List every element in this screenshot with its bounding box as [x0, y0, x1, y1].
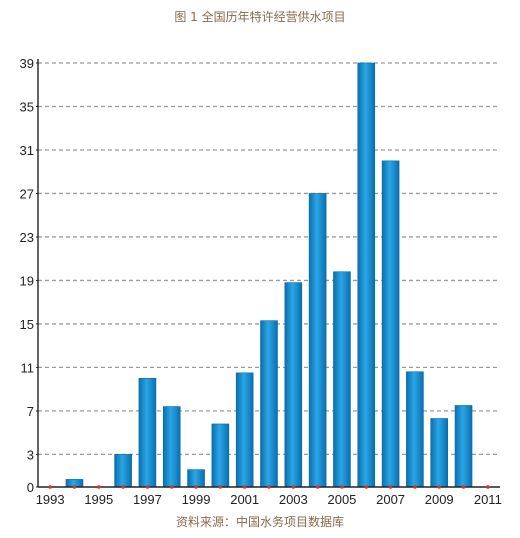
x-marker-2001 [242, 485, 247, 489]
y-tick-label: 31 [20, 143, 34, 158]
x-tick-label: 1995 [84, 492, 113, 507]
y-tick-label: 15 [20, 317, 34, 332]
y-tick-label: 39 [20, 56, 34, 71]
source-note: 资料来源：中国水务项目数据库 [175, 515, 344, 529]
x-tick-label: 1999 [182, 492, 211, 507]
x-tick-label: 2005 [327, 492, 356, 507]
x-marker-2003 [291, 485, 296, 489]
bar-1997 [138, 377, 157, 488]
x-marker-2006 [364, 485, 369, 489]
x-marker-2010 [461, 485, 466, 489]
x-marker-2009 [437, 485, 442, 489]
x-marker-1998 [169, 485, 174, 489]
x-marker-2000 [218, 485, 223, 489]
bar-2001 [235, 372, 254, 488]
x-marker-2011 [486, 485, 490, 489]
x-tick-label: 2003 [279, 492, 308, 507]
bar-1996 [114, 454, 132, 488]
x-tick-label: 1997 [133, 492, 162, 507]
y-tick-label: 35 [20, 99, 34, 114]
y-tick-label: 19 [20, 273, 34, 288]
bar-2000 [211, 423, 230, 488]
y-tick-label: 7 [27, 404, 34, 419]
chart-title: 图 1 全国历年特许经营供水项目 [174, 10, 346, 24]
bar-2005 [333, 271, 351, 488]
x-markers [48, 485, 490, 489]
bar-2003 [284, 282, 303, 488]
y-tick-labels: 0 3 7 11 15 19 23 27 31 35 39 [20, 56, 34, 495]
y-tick-label: 23 [20, 230, 34, 245]
x-tick-label: 2001 [230, 492, 259, 507]
x-marker-1999 [194, 485, 198, 489]
x-tick-labels: 1993 1995 1997 1999 2001 2003 2005 2007 2009 2011 [36, 492, 502, 507]
bar-2002 [260, 320, 278, 488]
y-tick-label: 3 [27, 447, 34, 462]
y-tick-label: 11 [21, 360, 35, 375]
bar-2009 [430, 418, 449, 488]
y-tick-label: 27 [20, 186, 34, 201]
bar-2004 [308, 193, 327, 488]
x-tick-label: 2009 [425, 492, 454, 507]
x-marker-1993 [48, 485, 52, 489]
y-tick-label: 0 [27, 480, 34, 495]
x-tick-label: 1993 [36, 492, 65, 507]
x-marker-1997 [145, 485, 150, 489]
x-marker-1994 [72, 485, 77, 489]
bar-2007 [381, 160, 400, 488]
x-marker-2004 [315, 485, 320, 489]
x-marker-2007 [388, 485, 393, 489]
x-marker-2002 [267, 485, 271, 489]
bar-1998 [162, 406, 181, 488]
x-marker-2008 [413, 485, 417, 489]
bars [65, 62, 473, 488]
x-marker-2005 [340, 485, 344, 489]
x-marker-1995 [96, 485, 101, 489]
bar-2010 [454, 405, 473, 488]
x-tick-label: 2011 [474, 492, 502, 507]
bar-2006 [357, 62, 376, 488]
bar-1999 [187, 469, 205, 488]
x-tick-label: 2007 [376, 492, 405, 507]
x-marker-1996 [121, 485, 125, 489]
bar-2008 [406, 371, 424, 488]
